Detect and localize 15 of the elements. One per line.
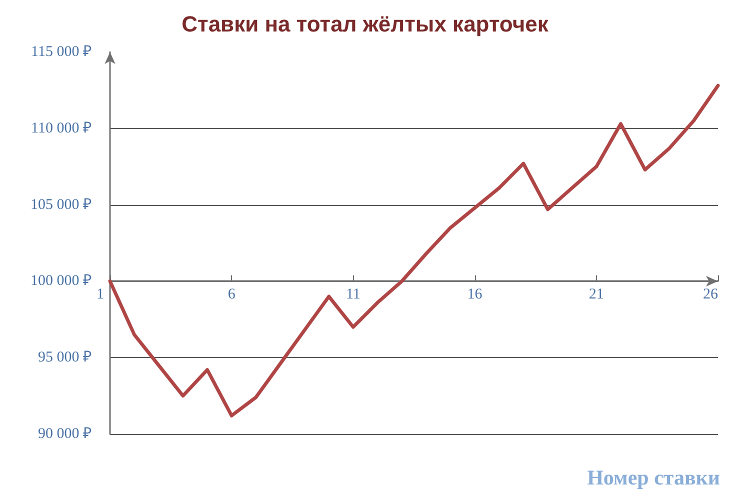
x-tick-label: 1 — [96, 286, 104, 303]
x-axis-title: Номер ставки — [587, 466, 720, 490]
y-tick-label: 95 000 ₽ — [38, 350, 92, 366]
x-tick-label: 21 — [588, 286, 604, 303]
y-tick-label: 115 000 ₽ — [31, 44, 92, 60]
x-tick-label: 6 — [228, 286, 236, 303]
y-tick-label: 100 000 ₽ — [30, 273, 92, 290]
x-tick-label: 26 — [703, 286, 718, 303]
chart-title: Ставки на тотал жёлтых карточек — [182, 12, 550, 36]
y-tick-label: 90 000 ₽ — [38, 426, 92, 442]
y-tick-label: 110 000 ₽ — [31, 120, 92, 136]
y-tick-label: 105 000 ₽ — [30, 196, 92, 213]
x-tick-label: 11 — [346, 286, 360, 303]
line-series — [108, 84, 720, 418]
x-tick-label: 16 — [467, 286, 483, 303]
